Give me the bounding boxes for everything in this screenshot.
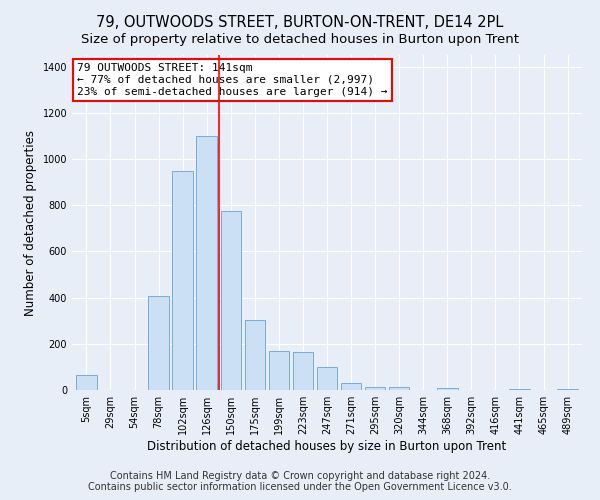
Bar — [196, 136, 217, 390]
Text: 79, OUTWOODS STREET, BURTON-ON-TRENT, DE14 2PL: 79, OUTWOODS STREET, BURTON-ON-TRENT, DE… — [97, 15, 503, 30]
Bar — [221, 211, 241, 390]
Bar — [365, 386, 385, 390]
Bar — [437, 388, 458, 390]
Text: Contains HM Land Registry data © Crown copyright and database right 2024.
Contai: Contains HM Land Registry data © Crown c… — [88, 471, 512, 492]
Bar — [269, 350, 289, 390]
Bar — [76, 375, 97, 390]
Bar — [389, 386, 409, 390]
Text: Size of property relative to detached houses in Burton upon Trent: Size of property relative to detached ho… — [81, 32, 519, 46]
Bar — [172, 170, 193, 390]
X-axis label: Distribution of detached houses by size in Burton upon Trent: Distribution of detached houses by size … — [148, 440, 506, 453]
Bar — [148, 296, 169, 390]
Bar — [317, 367, 337, 390]
Y-axis label: Number of detached properties: Number of detached properties — [24, 130, 37, 316]
Bar — [557, 389, 578, 390]
Bar — [245, 320, 265, 390]
Bar — [293, 352, 313, 390]
Bar — [509, 389, 530, 390]
Text: 79 OUTWOODS STREET: 141sqm
← 77% of detached houses are smaller (2,997)
23% of s: 79 OUTWOODS STREET: 141sqm ← 77% of deta… — [77, 64, 388, 96]
Bar — [341, 383, 361, 390]
